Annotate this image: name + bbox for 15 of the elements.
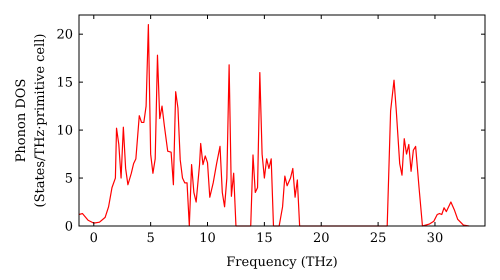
x-tick-label: 25: [370, 231, 386, 246]
y-tick-label: 10: [56, 124, 73, 139]
x-axis-title: Frequency (THz): [226, 255, 338, 270]
y-tick-label: 15: [56, 76, 73, 91]
x-tick-label: 15: [256, 231, 273, 246]
y-tick-label: 0: [64, 220, 73, 234]
x-tick-label: 10: [199, 231, 216, 246]
y-tick-label: 20: [56, 28, 73, 43]
line-series: [78, 24, 470, 227]
y-axis-title: Phonon DOS (States/THz·primitive cell): [14, 33, 48, 208]
x-tick-label: 30: [426, 231, 444, 246]
y-tick-label: 5: [64, 172, 73, 187]
x-tick-label: 5: [146, 231, 155, 246]
x-tick-label: 20: [312, 231, 330, 246]
x-tick-label: 0: [90, 231, 98, 246]
